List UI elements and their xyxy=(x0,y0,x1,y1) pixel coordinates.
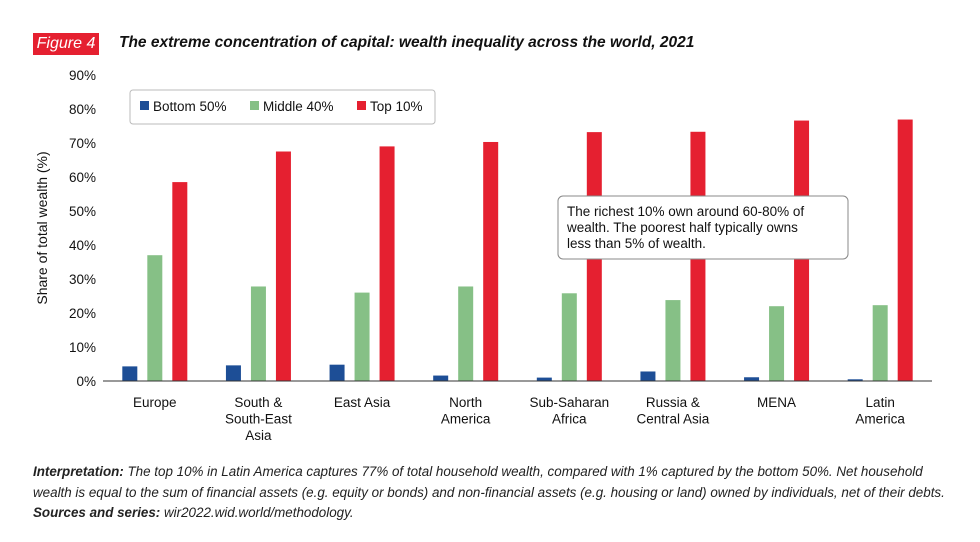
x-tick-label: East Asia xyxy=(334,395,391,410)
y-axis: 0% 10% 20% 30% 40% 50% 60% 70% 80% 90% xyxy=(69,68,96,389)
x-tick-label: Europe xyxy=(133,395,177,410)
bar xyxy=(379,146,395,381)
bar xyxy=(769,306,785,381)
bar xyxy=(847,379,863,381)
interpretation-label: Interpretation: xyxy=(33,464,124,479)
bar xyxy=(872,305,888,381)
annotation-box: The richest 10% own around 60-80% ofweal… xyxy=(557,195,849,260)
bar xyxy=(897,119,913,381)
bar xyxy=(147,255,163,381)
y-tick-label: 80% xyxy=(69,102,96,117)
y-tick-label: 0% xyxy=(76,374,96,389)
bar xyxy=(354,292,370,381)
bar xyxy=(561,293,577,381)
sources-text: wir2022.wid.world/methodology. xyxy=(160,505,354,520)
bar-chart: 0% 10% 20% 30% 40% 50% 60% 70% 80% 90% Europe Sout… xyxy=(34,68,932,443)
bar xyxy=(744,377,760,381)
legend-swatch xyxy=(250,101,259,110)
legend-label: Top 10% xyxy=(370,99,423,114)
y-tick-label: 70% xyxy=(69,136,96,151)
sources-label: Sources and series: xyxy=(33,505,161,520)
bar xyxy=(483,141,499,381)
bar xyxy=(329,364,345,381)
bar xyxy=(640,371,656,381)
y-tick-label: 50% xyxy=(69,204,96,219)
x-tick-label: North America xyxy=(441,395,491,427)
bar xyxy=(275,151,291,381)
bar xyxy=(122,366,138,381)
annotation-line: The richest 10% own around 60-80% of xyxy=(567,204,804,219)
legend-label: Middle 40% xyxy=(263,99,334,114)
bar xyxy=(250,286,266,381)
x-tick-label: Latin America xyxy=(855,395,905,427)
bar xyxy=(665,300,681,381)
x-tick-label: Russia & Central Asia xyxy=(637,395,710,427)
x-axis-labels: Europe South & South-East Asia East Asia Nort… xyxy=(133,395,905,443)
y-tick-label: 40% xyxy=(69,238,96,253)
legend-swatch xyxy=(140,101,149,110)
legend-label: Bottom 50% xyxy=(153,99,227,114)
x-tick-label: Sub-Saharan Africa xyxy=(530,395,610,427)
bar xyxy=(536,377,552,381)
annotation-line: wealth. The poorest half typically owns xyxy=(566,220,798,235)
y-tick-label: 20% xyxy=(69,306,96,321)
bars-group xyxy=(122,119,913,381)
bar xyxy=(458,286,474,381)
bar xyxy=(225,365,241,381)
y-tick-label: 30% xyxy=(69,272,96,287)
interpretation-note: Interpretation: The top 10% in Latin Ame… xyxy=(33,462,963,524)
x-tick-label: MENA xyxy=(757,395,796,410)
y-axis-label: Share of total wealth (%) xyxy=(34,151,50,304)
legend: Bottom 50% Middle 40% Top 10% xyxy=(129,89,436,125)
y-tick-label: 10% xyxy=(69,340,96,355)
y-tick-label: 60% xyxy=(69,170,96,185)
legend-swatch xyxy=(357,101,366,110)
figure-label: Figure 4 xyxy=(33,33,99,55)
bar xyxy=(172,182,188,381)
bar xyxy=(433,375,449,381)
interpretation-text: The top 10% in Latin America captures 77… xyxy=(33,464,945,500)
figure-title: The extreme concentration of capital: we… xyxy=(119,34,695,51)
x-tick-label: South & South-East Asia xyxy=(225,395,292,443)
annotation-line: less than 5% of wealth. xyxy=(567,236,706,251)
legend-box xyxy=(129,89,436,125)
annotation-frame xyxy=(557,195,849,260)
y-tick-label: 90% xyxy=(69,68,96,83)
